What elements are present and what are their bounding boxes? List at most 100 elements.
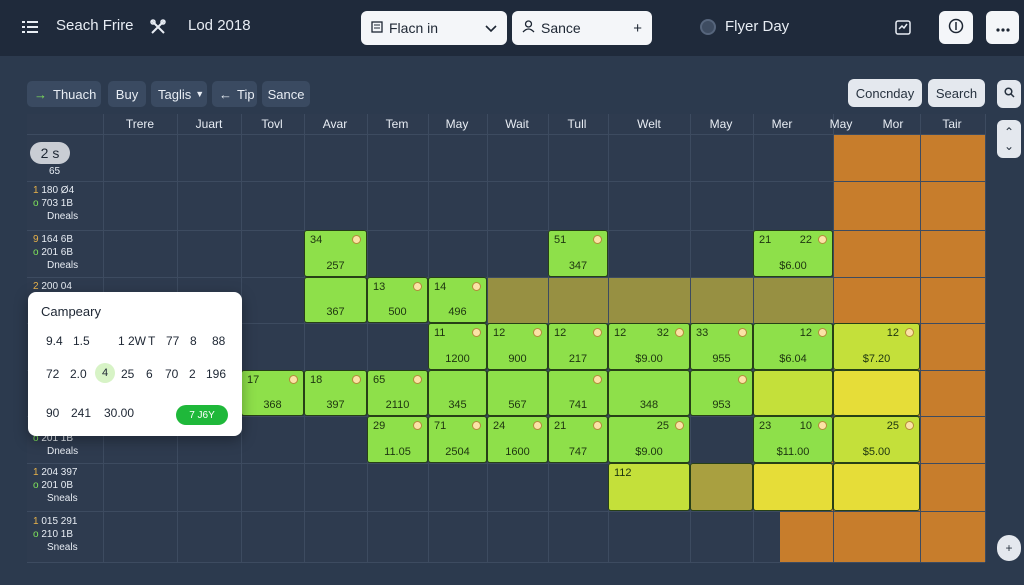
popup-value[interactable]: 2 (189, 367, 196, 381)
search-side-button[interactable] (997, 80, 1021, 108)
column-header[interactable]: Wait (505, 117, 529, 131)
taglis-chip[interactable]: Taglis ▼ (151, 81, 207, 107)
popup-value[interactable]: 25 (121, 367, 135, 381)
grid-cell[interactable]: 567 (487, 370, 548, 416)
popup-value[interactable]: 196 (206, 367, 227, 381)
cell-index: 21 (759, 234, 772, 246)
popup-value[interactable]: 88 (212, 334, 226, 348)
highlight-cell[interactable] (833, 463, 920, 511)
menu-icon[interactable] (22, 16, 42, 38)
grid-cell[interactable]: 12 32 $9.00 (608, 323, 690, 370)
popup-value[interactable]: 8 (190, 334, 197, 348)
highlight-cell[interactable] (753, 370, 833, 416)
grid-cell[interactable]: 18 397 (304, 370, 367, 416)
column-header[interactable]: Trere (125, 117, 155, 131)
grid-cell[interactable]: 11 1200 (428, 323, 487, 370)
highlight-cell[interactable] (833, 370, 920, 416)
grid-cell[interactable]: 25 $5.00 (833, 416, 920, 463)
grid-cell[interactable]: 12 $7.20 (833, 323, 920, 370)
grid-cell[interactable]: 345 (428, 370, 487, 416)
grid-column-line (985, 114, 986, 562)
highlight-cell[interactable] (690, 463, 753, 511)
grid-cell[interactable]: 953 (690, 370, 753, 416)
search-button[interactable]: Search (928, 79, 985, 107)
grid-row-line (27, 230, 985, 231)
column-header[interactable]: May (709, 117, 733, 131)
chevron-down-icon[interactable]: ⌄ (1003, 139, 1015, 153)
grid-cell[interactable]: 71 2504 (428, 416, 487, 463)
cell-sub-index: 12 (886, 327, 899, 339)
popup-value[interactable]: 6 (146, 367, 153, 381)
grid-cell[interactable]: 17 368 (241, 370, 304, 416)
thuach-chip[interactable]: → Thuach (27, 81, 101, 107)
popup-value[interactable]: 2.0 (70, 367, 87, 381)
column-header[interactable]: Mor (882, 117, 904, 131)
cell-badge-icon (593, 421, 602, 430)
cell-value: 368 (263, 399, 282, 411)
popup-value[interactable]: T (148, 334, 156, 348)
column-header[interactable]: Avar (322, 117, 348, 131)
highlight-cell[interactable] (753, 463, 833, 511)
flyer-day-label[interactable]: Flyer Day (725, 18, 790, 35)
flacn-dropdown[interactable]: Flacn in (361, 11, 507, 45)
more-button[interactable] (986, 11, 1019, 44)
popup-value[interactable]: 70 (165, 367, 179, 381)
row-badge[interactable]: 2 s (30, 142, 70, 164)
column-header[interactable]: Tull (567, 117, 587, 131)
column-header[interactable]: May (829, 117, 853, 131)
grid-cell[interactable]: 34 257 (304, 230, 367, 277)
popup-value[interactable]: 4 (95, 363, 115, 383)
grid-cell[interactable]: 112 (608, 463, 690, 511)
grid-cell[interactable]: 12 217 (548, 323, 608, 370)
column-header[interactable]: Juart (195, 117, 223, 131)
popup-value[interactable]: 77 (166, 334, 180, 348)
grid-cell[interactable]: 21 22 $6.00 (753, 230, 833, 277)
tip-chip[interactable]: ← Tip (212, 81, 257, 107)
info-button[interactable] (939, 11, 973, 44)
grid-cell[interactable]: 12 $6.04 (753, 323, 833, 370)
buy-chip[interactable]: Buy (108, 81, 146, 107)
concnday-button[interactable]: Concnday (848, 79, 922, 107)
cell-index: 13 (373, 281, 386, 293)
grid-cell[interactable]: 367 (304, 277, 367, 323)
grid-cell[interactable]: 14 496 (428, 277, 487, 323)
grid-cell[interactable]: 13 500 (367, 277, 428, 323)
grid-cell[interactable]: 29 11.05 (367, 416, 428, 463)
popup-confirm-button[interactable]: 7 J6Y (176, 405, 228, 425)
add-button[interactable]: + (997, 535, 1021, 561)
cell-value: $9.00 (635, 353, 663, 365)
popup-value[interactable]: 90 (46, 406, 60, 420)
sance-chip[interactable]: Sance (262, 81, 310, 107)
sance-field[interactable]: Sance + (512, 11, 652, 45)
grid-cell[interactable]: 348 (608, 370, 690, 416)
column-header[interactable]: Tem (385, 117, 409, 131)
column-header[interactable]: May (445, 117, 469, 131)
cell-badge-icon (472, 282, 481, 291)
popup-value[interactable]: 1.5 (73, 334, 90, 348)
cell-sub-index: 12 (799, 327, 812, 339)
grid-cell[interactable]: 23 10 $11.00 (753, 416, 833, 463)
grid-cell[interactable]: 12 900 (487, 323, 548, 370)
chevron-up-icon[interactable]: ⌃ (1003, 125, 1015, 139)
board-icon[interactable] (895, 15, 917, 39)
grid-cell[interactable]: 24 1600 (487, 416, 548, 463)
grid-cell[interactable]: 741 (548, 370, 608, 416)
scroll-control[interactable]: ⌃ ⌄ (997, 120, 1021, 158)
popup-value[interactable]: 9.4 (46, 334, 63, 348)
column-header[interactable]: Welt (637, 117, 661, 131)
popup-value[interactable]: 241 (71, 406, 92, 420)
grid-cell[interactable]: 51 347 (548, 230, 608, 277)
tools-icon[interactable] (150, 15, 170, 39)
column-header[interactable]: Tair (942, 117, 962, 131)
popup-value[interactable]: 1 2W (118, 334, 147, 348)
column-header[interactable]: Tovl (261, 117, 283, 131)
popup-value[interactable]: 30.00 (104, 406, 135, 420)
plus-icon[interactable]: + (633, 19, 642, 37)
column-header[interactable]: Mer (771, 117, 793, 131)
grid-cell[interactable]: 33 955 (690, 323, 753, 370)
grid-cell[interactable]: 25 $9.00 (608, 416, 690, 463)
grid-cell[interactable]: 21 747 (548, 416, 608, 463)
grid-cell[interactable]: 65 2110 (367, 370, 428, 416)
popup-value[interactable]: 72 (46, 367, 60, 381)
cell-value: 2110 (385, 399, 410, 411)
